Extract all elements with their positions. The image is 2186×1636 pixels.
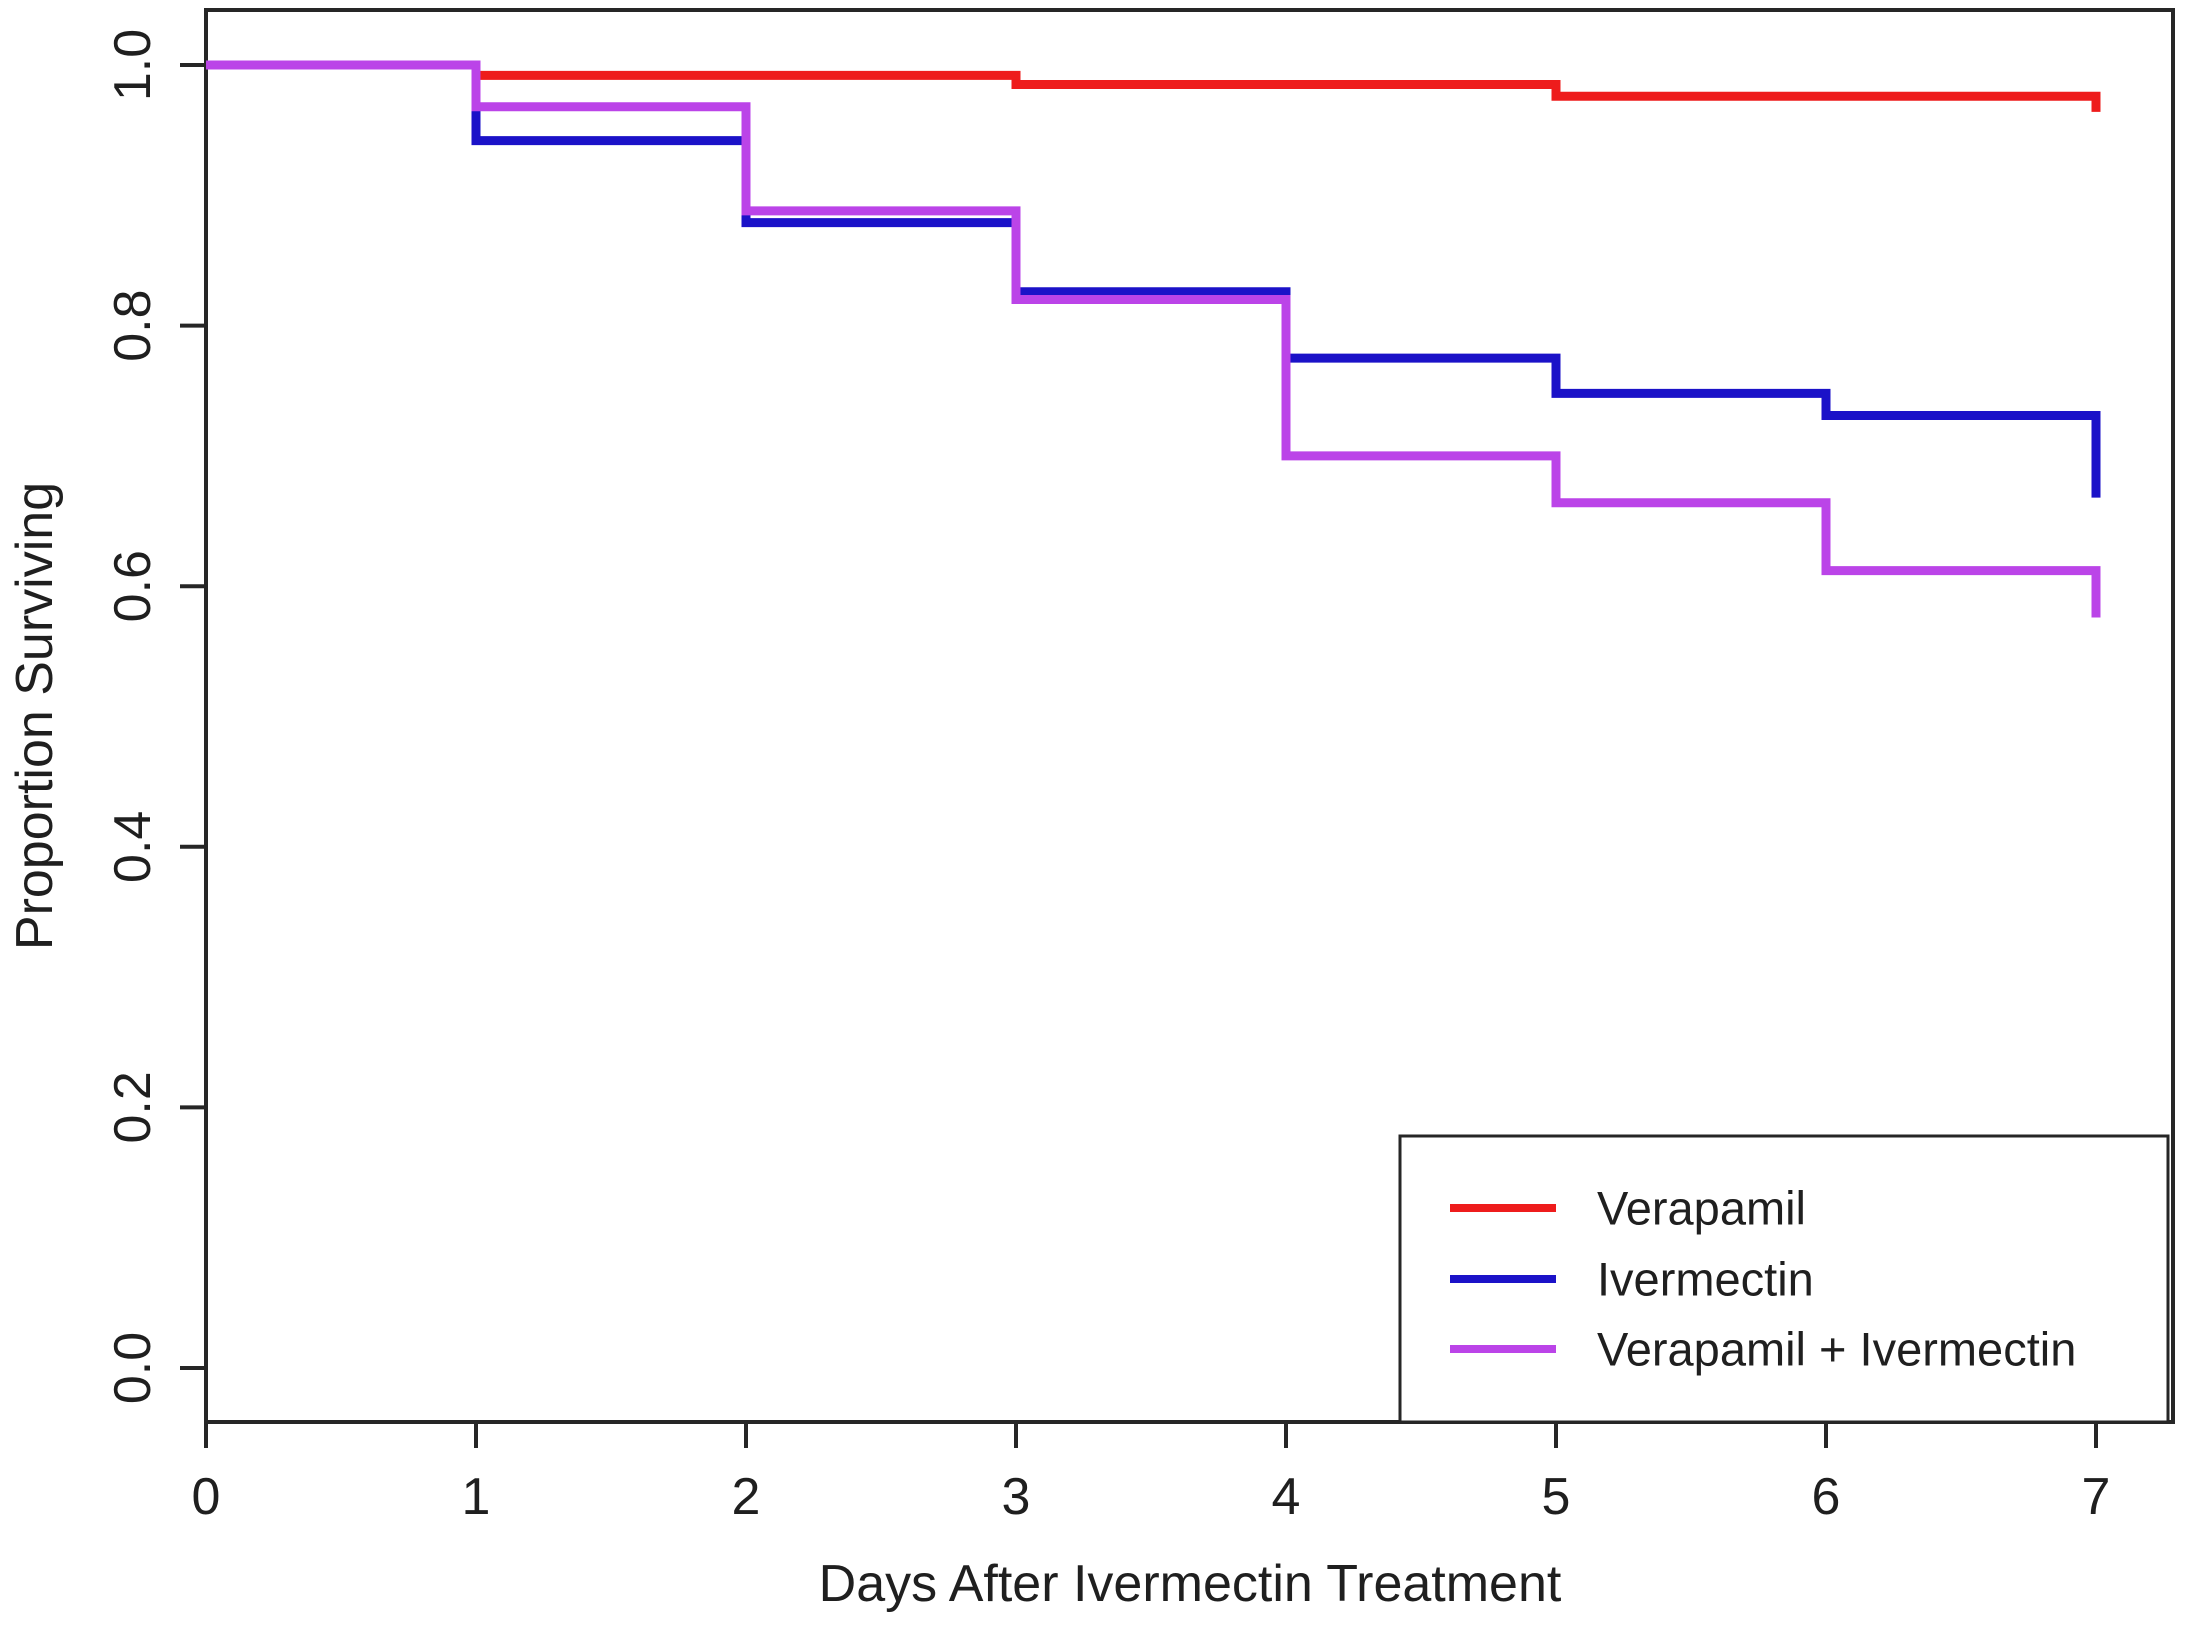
legend-label-verapamil-ivermectin: Verapamil + Ivermectin [1597,1323,2076,1376]
x-tick-label: 6 [1812,1468,1841,1526]
x-tick-label: 0 [192,1468,221,1526]
x-axis-title: Days After Ivermectin Treatment [819,1555,1562,1613]
plot-generated-content: 0 1 2 3 4 5 6 7 0.0 0.2 0.4 0.6 0.8 1.0 Verapamil Iverm… [104,8,2175,1526]
x-tick-label: 2 [732,1468,761,1526]
x-tick-label: 4 [1272,1468,1301,1526]
legend-label-ivermectin: Ivermectin [1597,1253,1814,1306]
series-line-ivermectin [206,60,2101,498]
y-tick-label: 0.0 [104,1332,162,1404]
y-tick-label: 1.0 [104,29,162,101]
y-axis-title: Proportion Surviving [6,482,64,950]
plot-border [204,8,2175,1424]
legend-label-verapamil: Verapamil [1597,1182,1806,1235]
series-line-verapamil-ivermectin [206,60,2101,618]
x-tick-label: 7 [2082,1468,2111,1526]
y-tick-label: 0.6 [104,550,162,622]
x-tick-label: 5 [1542,1468,1571,1526]
y-tick-label: 0.4 [104,811,162,883]
y-tick-label: 0.8 [104,289,162,361]
x-tick-label: 3 [1002,1468,1031,1526]
y-tick-label: 0.2 [104,1071,162,1143]
x-tick-label: 1 [462,1468,491,1526]
